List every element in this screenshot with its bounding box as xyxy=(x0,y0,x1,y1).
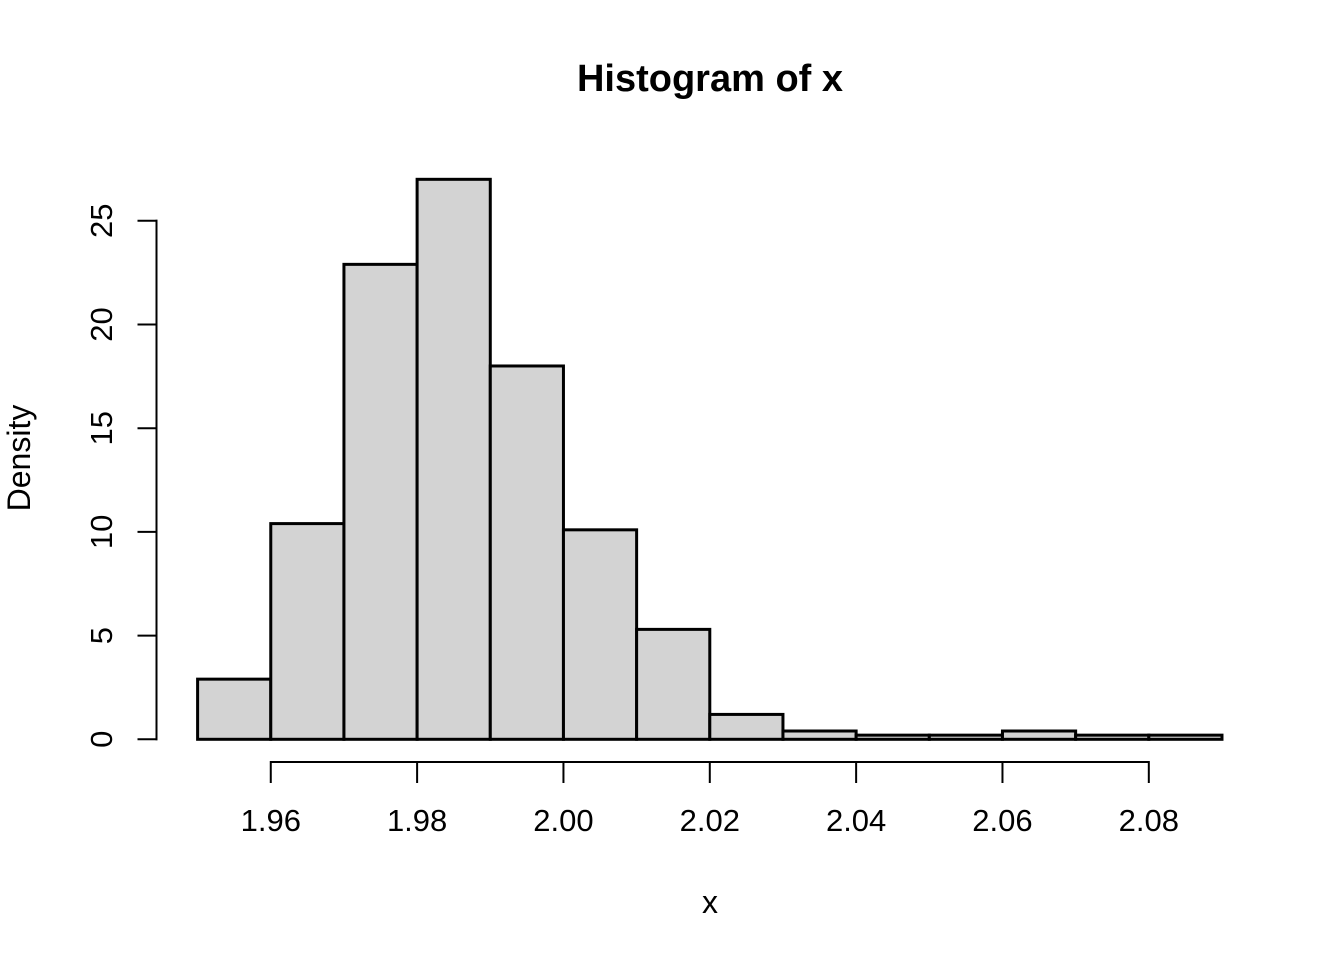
x-axis-title: x xyxy=(702,884,718,920)
y-axis-tick-label: 20 xyxy=(84,307,119,341)
histogram-bar xyxy=(927,733,1004,741)
y-axis-tick-label: 25 xyxy=(84,204,119,238)
y-axis-tick-label: 0 xyxy=(84,731,119,748)
y-axis-title: Density xyxy=(1,405,37,512)
histogram-bar xyxy=(342,262,419,741)
x-axis: 1.96 1.98 2.00 2.02 2.04 2.06 2.08 xyxy=(241,761,1179,838)
x-axis-tick-label: 2.06 xyxy=(972,803,1032,838)
y-axis-tick-label: 10 xyxy=(84,515,119,549)
histogram-bar xyxy=(196,677,273,741)
y-axis-tick-label: 5 xyxy=(84,627,119,644)
histogram-bar xyxy=(1074,733,1151,741)
histogram-bar xyxy=(415,177,492,741)
histogram-bar xyxy=(854,733,931,741)
chart-title: Histogram of x xyxy=(577,58,843,100)
histogram-bar xyxy=(708,712,785,741)
y-axis-tick-label: 15 xyxy=(84,411,119,445)
histogram-bar xyxy=(635,627,712,741)
histogram-bar xyxy=(488,364,565,741)
histogram-bar xyxy=(781,729,858,741)
histogram-bar xyxy=(269,522,346,741)
x-axis-tick-label: 2.00 xyxy=(533,803,593,838)
x-axis-tick-label: 2.02 xyxy=(680,803,740,838)
histogram-bar xyxy=(561,528,639,741)
x-axis-tick-label: 1.96 xyxy=(241,803,301,838)
histogram-bar xyxy=(1000,729,1078,741)
x-axis-tick-label: 2.08 xyxy=(1119,803,1179,838)
y-axis: 0 5 10 15 20 25 xyxy=(84,204,158,748)
histogram-bars-layer xyxy=(196,177,1224,741)
x-axis-tick-label: 2.04 xyxy=(826,803,886,838)
histogram-bar xyxy=(1147,733,1224,741)
x-axis-tick-label: 1.98 xyxy=(387,803,447,838)
